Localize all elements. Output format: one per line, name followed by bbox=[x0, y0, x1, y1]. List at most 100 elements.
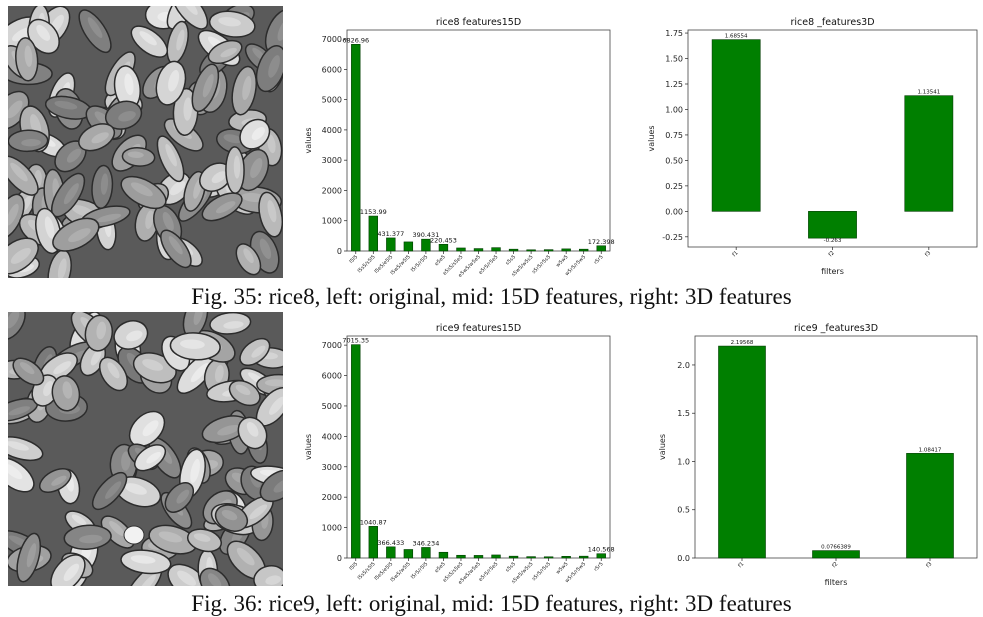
y-axis-label: values bbox=[658, 434, 667, 460]
y-tick-label: 1.75 bbox=[665, 29, 683, 38]
bar bbox=[906, 453, 954, 559]
bar bbox=[351, 44, 361, 252]
bar bbox=[711, 39, 761, 212]
bar bbox=[421, 238, 431, 252]
y-tick-label: -0.25 bbox=[662, 233, 683, 242]
y-tick-label: 1000 bbox=[322, 524, 342, 533]
data-label: 1.68554 bbox=[725, 34, 748, 40]
bar bbox=[438, 551, 449, 559]
bar bbox=[561, 248, 571, 252]
bar bbox=[456, 247, 466, 252]
bar bbox=[473, 248, 484, 252]
bar bbox=[812, 550, 860, 559]
bar bbox=[904, 95, 954, 212]
y-tick-label: 4000 bbox=[322, 126, 342, 135]
bar bbox=[579, 248, 589, 252]
y-tick-label: 0 bbox=[337, 554, 342, 563]
x-tick-label: f1 bbox=[731, 250, 739, 258]
bar bbox=[473, 555, 484, 559]
y-tick-label: 0.00 bbox=[665, 207, 683, 216]
bar bbox=[403, 549, 414, 559]
y-tick-label: 3000 bbox=[322, 156, 342, 165]
x-tick-label: e5r5/r5e5 bbox=[478, 254, 500, 276]
y-tick-label: 0 bbox=[337, 247, 342, 256]
y-tick-label: 0.50 bbox=[665, 156, 683, 165]
bar bbox=[351, 344, 361, 559]
x-axis-label: filters bbox=[821, 267, 844, 276]
bar bbox=[368, 526, 378, 559]
bar bbox=[561, 556, 571, 559]
data-label: 1.13541 bbox=[917, 90, 940, 96]
data-label: 431.377 bbox=[377, 230, 404, 238]
y-tick-label: 2000 bbox=[322, 493, 342, 502]
y-tick-label: 1.25 bbox=[665, 80, 683, 89]
y-tick-label: 2.0 bbox=[677, 361, 690, 370]
y-tick-label: 2000 bbox=[322, 186, 342, 195]
bar bbox=[421, 547, 431, 559]
y-tick-label: 5000 bbox=[322, 402, 342, 411]
x-tick-label: f3 bbox=[924, 250, 932, 258]
y-tick-label: 5000 bbox=[322, 96, 342, 105]
y-tick-label: 7000 bbox=[322, 35, 342, 44]
data-label: 2.19568 bbox=[731, 340, 754, 346]
bar bbox=[718, 345, 766, 559]
y-tick-label: 1.50 bbox=[665, 55, 683, 64]
y-tick-label: 4000 bbox=[322, 432, 342, 441]
white-grain bbox=[123, 525, 145, 545]
x-tick-label: l5r5/r5l5 bbox=[410, 561, 429, 580]
bar bbox=[403, 241, 414, 252]
figure-36-caption: Fig. 36: rice9, left: original, mid: 15D… bbox=[191, 591, 792, 616]
bar bbox=[368, 215, 378, 252]
x-tick-label: f1 bbox=[737, 561, 745, 569]
data-label: 1040.87 bbox=[360, 518, 387, 526]
bar bbox=[526, 556, 536, 559]
chart-title: rice9 _features3D bbox=[794, 323, 878, 334]
data-label: 346.234 bbox=[412, 539, 439, 547]
data-label: 0.0766389 bbox=[821, 545, 851, 551]
rice-grains-texture bbox=[8, 312, 283, 586]
bar bbox=[596, 553, 606, 559]
y-tick-label: 1.5 bbox=[677, 409, 690, 418]
x-tick-label: e5r5/r5e5 bbox=[478, 561, 500, 583]
bar bbox=[438, 244, 449, 252]
data-label: 140.568 bbox=[588, 546, 615, 554]
bar bbox=[596, 245, 606, 252]
y-axis-label: values bbox=[304, 127, 313, 153]
x-tick-label: l5l5 bbox=[348, 561, 359, 572]
x-tick-label: f3 bbox=[925, 561, 933, 569]
y-tick-label: 0.5 bbox=[677, 506, 690, 515]
bar bbox=[526, 249, 536, 252]
bar bbox=[808, 211, 857, 239]
y-tick-label: 6000 bbox=[322, 372, 342, 381]
bar bbox=[386, 546, 396, 559]
y-tick-label: 1000 bbox=[322, 217, 342, 226]
x-tick-label: w5w5 bbox=[555, 254, 570, 269]
bar bbox=[579, 555, 589, 559]
x-tick-label: r5r5 bbox=[593, 254, 605, 266]
data-label: 220.453 bbox=[430, 236, 457, 244]
rice9-features15d-chart: rice9 features15D values 0 1000 2000 3000 4000… bbox=[304, 323, 615, 586]
x-tick-label: f2 bbox=[831, 561, 839, 569]
data-label: 7015.35 bbox=[342, 337, 369, 345]
bar bbox=[491, 554, 501, 559]
x-tick-label: l5r5/r5l5 bbox=[410, 254, 429, 273]
data-label: 1.08417 bbox=[919, 447, 942, 453]
data-label: 1153.99 bbox=[360, 208, 387, 216]
bar bbox=[456, 554, 466, 559]
x-tick-label: s5s5 bbox=[505, 561, 517, 573]
rice-grains-texture bbox=[8, 6, 283, 278]
chart-title: rice8 _features3D bbox=[790, 17, 874, 28]
y-tick-label: 3000 bbox=[322, 463, 342, 472]
data-label: 172.398 bbox=[588, 238, 615, 246]
x-tick-label: w5w5 bbox=[555, 561, 570, 576]
y-tick-label: 0.25 bbox=[665, 182, 683, 191]
y-tick-label: 7000 bbox=[322, 341, 342, 350]
bar bbox=[491, 247, 501, 252]
x-tick-label: s5r5/r5s5 bbox=[531, 561, 552, 582]
x-tick-label: l5l5 bbox=[348, 254, 359, 265]
y-tick-label: 1.0 bbox=[677, 457, 690, 466]
data-label: -0.263 bbox=[824, 238, 842, 244]
data-label: 366.433 bbox=[377, 539, 404, 547]
rice9-original-image bbox=[8, 312, 283, 586]
